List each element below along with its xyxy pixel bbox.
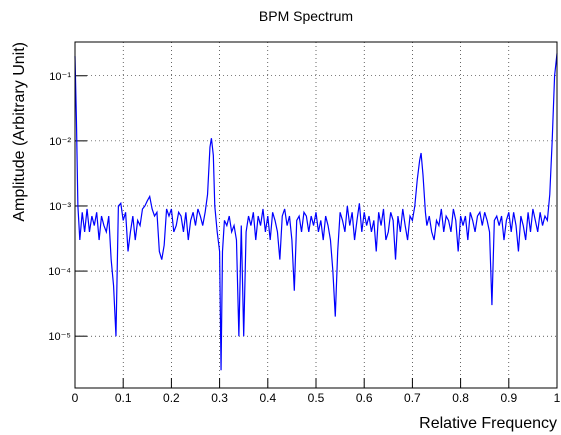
spectrum-line [74,53,558,371]
x-tick-label: 0.4 [259,391,276,405]
x-tick-label: 0.7 [404,391,421,405]
x-tick-label: 0.1 [115,391,132,405]
y-axis-label: Amplitude (Arbitrary Unit) [11,42,28,222]
y-tick-label: 10⁻⁴ [48,266,71,278]
y-tick-label: 10⁻³ [49,201,71,213]
x-tick-label: 0.9 [500,391,517,405]
y-tick-label: 10⁻¹ [49,71,71,83]
x-tick-label: 1 [554,391,561,405]
plot-frame [74,41,558,389]
x-tick-label: 0.6 [356,391,373,405]
x-tick-label: 0.5 [308,391,325,405]
y-tick-label: 10⁻² [49,136,71,148]
y-tick-label: 10⁻⁵ [48,331,71,343]
x-tick-label: 0.3 [211,391,228,405]
x-axis-label: Relative Frequency [419,415,557,432]
x-tick-label: 0 [72,391,79,405]
x-tick-label: 0.8 [452,391,469,405]
chart-title: BPM Spectrum [259,8,353,24]
x-tick-label: 0.2 [163,391,180,405]
